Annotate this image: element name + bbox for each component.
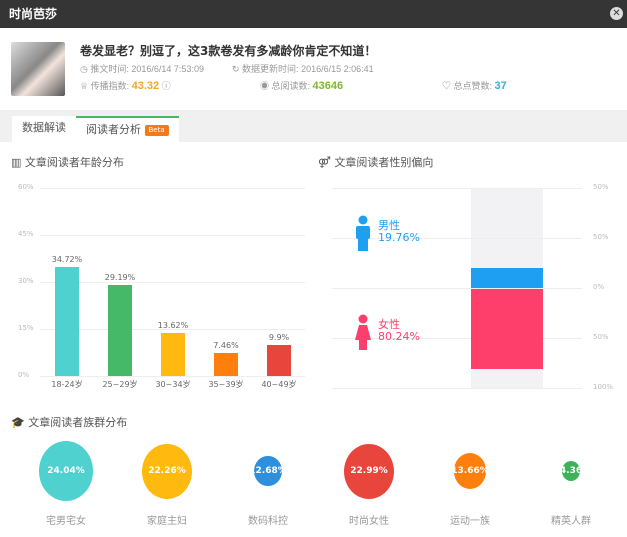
article-title: 卷发显老？别逗了，这3款卷发有多减龄你肯定不知道！	[80, 44, 377, 58]
data-label: 13.62%	[157, 321, 189, 331]
group-bubble: 22.26%	[142, 443, 192, 499]
group-label: 运动一族	[450, 516, 490, 527]
gender-chart-title: ⚤ 文章阅读者性别偏向	[318, 156, 434, 169]
y-tick-label: 0%	[593, 283, 605, 291]
bar	[267, 344, 291, 376]
gridline	[332, 288, 582, 289]
refresh-icon: ↻	[232, 64, 243, 74]
bar-chart-icon: ▥	[11, 156, 25, 169]
thumbs-up-icon: ♡	[442, 81, 454, 91]
y-tick-label: 45%	[18, 230, 34, 238]
female-icon	[354, 314, 372, 350]
window-title: 时尚芭莎	[9, 7, 58, 21]
gridline	[40, 188, 305, 189]
group-bubble: 12.68%	[254, 455, 282, 487]
avatar	[11, 42, 65, 96]
gridline	[40, 282, 305, 283]
bar	[214, 352, 238, 376]
close-icon[interactable]: ✕	[610, 7, 623, 20]
y-tick-label: 50%	[593, 183, 609, 191]
group-label: 数码科控	[248, 516, 288, 527]
y-tick-label: 50%	[593, 233, 609, 241]
gridline	[40, 235, 305, 236]
x-tick-label: 25~29岁	[102, 380, 138, 389]
group-bubble: 4.36	[562, 461, 580, 481]
x-tick-label: 18-24岁	[51, 380, 83, 389]
series-value: 19.76%	[378, 231, 420, 244]
group-label: 精英人群	[551, 516, 591, 527]
x-tick-label: 35~39岁	[208, 380, 244, 389]
clock-icon: ◷	[80, 64, 91, 74]
gridline	[332, 388, 582, 389]
window-title-bar: 时尚芭莎 ✕	[0, 0, 627, 28]
gridline	[332, 338, 582, 339]
tab-reader-analysis[interactable]: 阅读者分析 Beta	[76, 116, 179, 142]
age-chart-title: ▥ 文章阅读者年龄分布	[11, 156, 124, 169]
x-tick-label: 30~34岁	[155, 380, 191, 389]
total-reads: ◉ 总阅读数: 43646	[260, 80, 344, 92]
bar	[55, 267, 79, 376]
update-time: ↻ 数据更新时间: 2016/6/15 2:06:41	[232, 64, 374, 74]
series-value: 80.24%	[378, 330, 420, 343]
gender-icon: ⚤	[318, 156, 335, 169]
y-tick-label: 0%	[18, 371, 30, 379]
graduation-cap-icon: 🎓	[11, 416, 29, 429]
publish-time: ◷ 推文时间: 2016/6/14 7:53:09	[80, 64, 204, 74]
gridline	[332, 188, 582, 189]
gridline	[332, 238, 582, 239]
y-tick-label: 50%	[593, 333, 609, 341]
y-tick-label: 60%	[18, 183, 34, 191]
tab-data-interpretation[interactable]: 数据解读	[12, 116, 76, 142]
spread-index: ♕ 传播指数: 43.32 ⓘ	[80, 80, 171, 92]
data-label: 7.46%	[213, 340, 239, 350]
data-label: 29.19%	[104, 272, 136, 282]
eye-icon: ◉	[260, 81, 272, 91]
y-tick-label: 100%	[593, 383, 614, 391]
x-tick-label: 40~49岁	[261, 380, 297, 389]
group-bubble: 22.99%	[344, 443, 394, 499]
male-icon	[354, 215, 372, 251]
data-label: 34.72%	[51, 255, 83, 265]
bar	[161, 333, 185, 376]
group-label: 宅男宅女	[46, 516, 86, 527]
group-label: 家庭主妇	[147, 516, 187, 527]
data-label: 9.9%	[268, 332, 290, 342]
group-chart-title: 🎓 文章阅读者族群分布	[11, 416, 128, 429]
tab-bar: 数据解读 阅读者分析 Beta	[0, 110, 627, 142]
y-tick-label: 30%	[18, 277, 34, 285]
beta-badge: Beta	[144, 125, 169, 136]
group-bubble: 13.66%	[454, 453, 486, 489]
bar	[108, 284, 132, 376]
series-name: 男性	[378, 219, 400, 232]
y-tick-label: 15%	[18, 324, 34, 332]
info-icon[interactable]: ⓘ	[161, 81, 171, 91]
gridline	[40, 329, 305, 330]
series-name: 女性	[378, 318, 400, 331]
trophy-icon: ♕	[80, 81, 91, 91]
gridline	[40, 376, 305, 377]
group-bubble: 24.04%	[39, 441, 93, 501]
total-likes: ♡ 总点赞数: 37	[442, 80, 507, 92]
bar-male	[471, 268, 543, 288]
bar-female	[471, 289, 543, 370]
group-label: 时尚女性	[349, 516, 389, 527]
